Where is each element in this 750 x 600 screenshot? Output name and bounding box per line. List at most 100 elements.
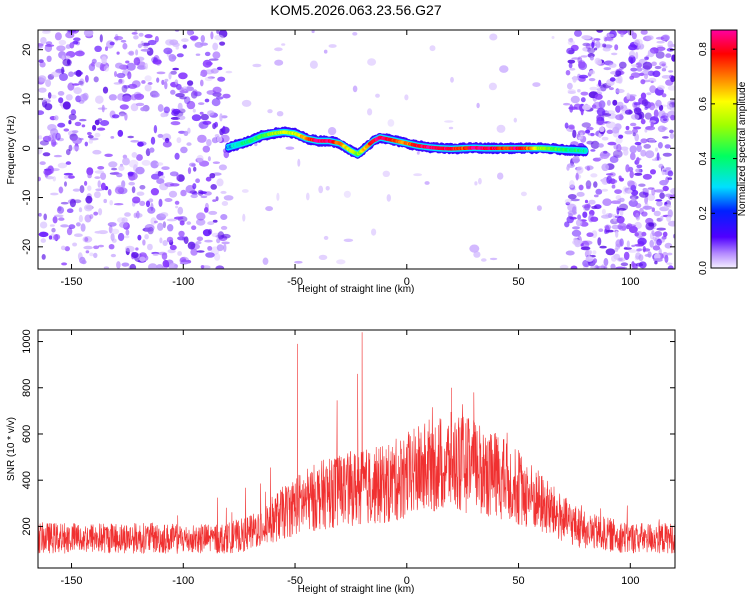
noise-blob	[661, 93, 667, 98]
noise-blob	[609, 30, 617, 39]
noise-blob	[623, 149, 629, 156]
noise-blob	[204, 98, 210, 103]
noise-blob	[128, 50, 135, 56]
noise-blob	[196, 212, 206, 221]
noise-blob	[584, 199, 589, 204]
noise-blob	[241, 189, 249, 193]
noise-blob	[666, 103, 673, 110]
noise-blob	[130, 140, 140, 143]
noise-blob	[636, 144, 642, 153]
noise-blob	[603, 150, 608, 154]
noise-blob	[592, 250, 597, 255]
noise-blob	[665, 167, 672, 170]
noise-blob	[111, 238, 117, 243]
noise-blob	[94, 170, 105, 174]
noise-blob	[173, 110, 184, 117]
noise-blob	[596, 114, 602, 122]
noise-blob	[596, 107, 606, 116]
noise-blob	[67, 175, 75, 179]
noise-blob	[630, 152, 636, 161]
noise-blob	[598, 156, 603, 160]
noise-blob	[575, 219, 583, 227]
noise-blob	[652, 245, 661, 251]
noise-blob	[481, 258, 487, 262]
noise-blob	[172, 265, 177, 269]
noise-blob	[111, 167, 118, 171]
noise-blob	[200, 79, 204, 87]
noise-blob	[599, 245, 607, 249]
noise-blob	[223, 195, 234, 201]
noise-blob	[568, 62, 573, 69]
noise-blob	[643, 188, 650, 193]
noise-blob	[580, 107, 584, 116]
noise-blob	[208, 58, 219, 61]
noise-blob	[200, 113, 209, 121]
noise-blob	[607, 33, 615, 38]
noise-blob	[39, 61, 46, 68]
noise-blob	[156, 162, 164, 166]
noise-blob	[343, 190, 351, 198]
noise-blob	[163, 106, 170, 114]
noise-blob	[638, 72, 645, 76]
noise-blob	[567, 194, 577, 200]
spectrogram-ridge	[225, 126, 589, 159]
noise-blob	[84, 204, 93, 212]
noise-blob	[61, 66, 65, 75]
snr-y-tick-label: 800	[21, 379, 33, 397]
noise-blob	[78, 214, 83, 223]
noise-blob	[64, 181, 67, 187]
noise-blob	[116, 72, 126, 79]
noise-blob	[616, 257, 626, 262]
noise-blob	[180, 146, 188, 154]
noise-blob	[601, 188, 608, 192]
noise-blob	[197, 189, 204, 196]
noise-blob	[102, 86, 109, 94]
noise-blob	[563, 102, 571, 106]
noise-blob	[85, 250, 90, 254]
noise-blob	[662, 231, 668, 237]
noise-blob	[605, 213, 614, 218]
noise-blob	[179, 90, 189, 94]
noise-blob	[72, 83, 80, 86]
noise-blob	[177, 206, 184, 215]
noise-blob	[429, 45, 436, 52]
noise-blob	[164, 198, 173, 202]
spec-y-tick-label: -20	[21, 239, 33, 255]
noise-blob	[659, 179, 668, 186]
noise-blob	[110, 253, 116, 258]
noise-blob	[81, 124, 86, 128]
noise-blob	[591, 230, 598, 239]
noise-blob	[626, 109, 630, 113]
noise-blob	[577, 214, 582, 221]
noise-blob	[187, 241, 196, 250]
noise-blob	[163, 47, 173, 55]
noise-blob	[72, 130, 79, 134]
noise-blob	[666, 215, 672, 222]
noise-blob	[649, 239, 654, 248]
noise-blob	[44, 103, 53, 111]
noise-blob	[595, 59, 603, 65]
noise-blob	[285, 146, 295, 150]
noise-blob	[148, 198, 154, 203]
noise-blob	[204, 207, 209, 213]
noise-blob	[662, 185, 669, 192]
noise-blob	[142, 239, 146, 246]
noise-blob	[624, 187, 629, 192]
noise-blob	[94, 191, 101, 199]
spectrogram-y-label: Frequency (Hz)	[6, 116, 17, 185]
noise-blob	[569, 180, 575, 189]
noise-blob	[200, 35, 205, 43]
noise-blob	[660, 215, 664, 222]
noise-blob	[645, 150, 655, 159]
noise-blob	[219, 113, 223, 122]
noise-blob	[73, 87, 82, 95]
noise-blob	[108, 161, 118, 168]
noise-blob	[100, 172, 107, 180]
noise-blob	[617, 198, 622, 205]
noise-blob	[661, 63, 666, 67]
noise-blob	[222, 93, 231, 99]
noise-blob	[166, 218, 177, 222]
noise-blob	[147, 206, 156, 214]
noise-blob	[655, 36, 665, 40]
